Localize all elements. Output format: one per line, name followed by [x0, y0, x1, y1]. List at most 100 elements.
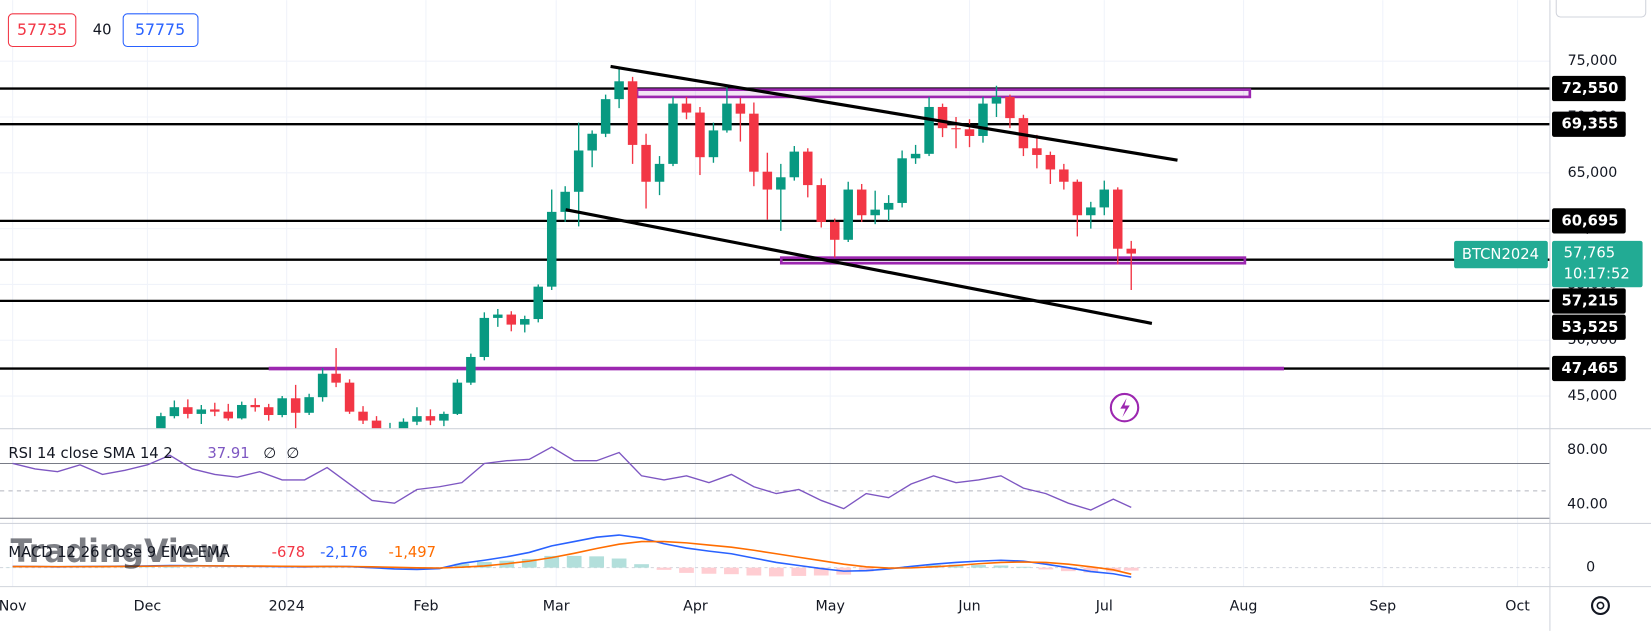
- rsi-extra: ∅: [286, 445, 299, 462]
- ask-box[interactable]: [122, 13, 199, 48]
- macd-histogram-bar: [701, 567, 717, 574]
- level-label-box: [1552, 355, 1626, 382]
- candle-body: [614, 81, 624, 100]
- macd-histogram-bar: [993, 565, 1009, 568]
- candle-body: [1099, 189, 1110, 208]
- candle-body: [506, 314, 517, 325]
- candle-body: [776, 177, 786, 190]
- trend-line: [610, 64, 1178, 162]
- rsi-tick-label: 80.00: [1567, 442, 1608, 458]
- candle-body: [708, 130, 719, 158]
- candle-body: [560, 191, 570, 212]
- macd-histogram-bar: [1060, 567, 1076, 572]
- candle-body: [964, 129, 975, 136]
- x-tick-label: Aug: [1230, 599, 1258, 615]
- zone: [779, 256, 1247, 265]
- candle-body: [304, 397, 314, 413]
- candle-body: [668, 103, 678, 164]
- candle-body: [493, 314, 503, 318]
- candle-body: [533, 286, 543, 320]
- candle-body: [1032, 148, 1042, 155]
- last-price-box: [1552, 240, 1643, 288]
- candle-body: [937, 106, 948, 129]
- macd-histogram-bar: [679, 567, 694, 573]
- macd-histogram-bar: [656, 567, 672, 570]
- x-tick-label: 2024: [269, 599, 305, 615]
- candle-body: [573, 150, 584, 192]
- candle-body: [344, 382, 355, 412]
- rsi-last: 37.91: [207, 445, 249, 462]
- trend-line: [565, 208, 1153, 325]
- price-pane: [0, 64, 1550, 429]
- bid: 57735: [17, 20, 67, 39]
- level-label: 69,355: [1561, 116, 1618, 133]
- bid-box[interactable]: [7, 13, 77, 48]
- level-label: 53,525: [1561, 319, 1618, 336]
- candle-body: [843, 189, 853, 240]
- macd-histogram-bar: [566, 555, 582, 568]
- x-tick-label: Mar: [543, 599, 570, 615]
- macd-histogram-bar: [813, 567, 829, 576]
- macd-histogram-bar: [791, 567, 807, 576]
- candle-body: [803, 151, 813, 186]
- countdown: 10:17:52: [1564, 266, 1630, 283]
- level-label-box: [1552, 208, 1626, 234]
- candle-body: [762, 171, 773, 190]
- candle-body: [1059, 169, 1069, 182]
- macd-histogram-bar: [521, 558, 537, 568]
- candle-body: [587, 133, 597, 151]
- settings-icon-center: [1596, 601, 1605, 610]
- macd-histogram-bar: [1038, 567, 1054, 570]
- rsi-pane: [0, 446, 1550, 519]
- last-price: 57,765: [1564, 245, 1616, 262]
- candle-body: [910, 153, 921, 159]
- candle-body: [331, 373, 341, 383]
- candle-body: [681, 103, 692, 113]
- y-tick-label: 65,000: [1568, 165, 1618, 181]
- candle-body: [358, 411, 368, 421]
- candle-body: [169, 407, 180, 417]
- candle-body: [722, 103, 732, 131]
- macd-histogram-bar: [611, 558, 627, 568]
- lightning: [1120, 398, 1130, 418]
- candle-body: [1126, 248, 1136, 254]
- candle-body: [520, 319, 530, 325]
- macd-histogram-bar: [971, 565, 986, 568]
- candle-body: [546, 211, 557, 287]
- candle-body: [290, 398, 301, 413]
- x-tick-label: Oct: [1505, 599, 1530, 615]
- candle-body: [223, 411, 234, 419]
- macd-histogram-bar: [1123, 567, 1139, 571]
- candle-body: [816, 185, 826, 222]
- level-label: 47,465: [1561, 360, 1618, 377]
- level-label-box: [1552, 75, 1626, 102]
- x-tick-label: Jul: [1095, 599, 1113, 615]
- icons: [1109, 392, 1610, 616]
- level-label: 60,695: [1561, 212, 1618, 229]
- level-label-box: [1552, 111, 1626, 137]
- macd-legend-value: -2,176: [320, 544, 368, 561]
- candle-body: [870, 209, 880, 216]
- x-tick-label: Nov: [0, 599, 27, 615]
- zone: [635, 88, 1252, 99]
- candle-body: [695, 112, 705, 158]
- rsi-label: RSI 14 close SMA 14 2: [8, 445, 172, 462]
- macd-histogram-bar: [589, 556, 605, 568]
- symbol-box: [1454, 240, 1548, 269]
- x-tick-label: Jun: [957, 599, 980, 615]
- macd-pane: [0, 534, 1550, 578]
- candle-body: [183, 407, 193, 414]
- candle-body: [263, 407, 274, 416]
- candle-body: [829, 221, 840, 240]
- candle-body: [1005, 96, 1015, 119]
- toolbar-box[interactable]: [1555, 0, 1647, 18]
- candle-body: [277, 398, 287, 416]
- candle-body: [237, 404, 247, 419]
- candle-body: [425, 416, 436, 421]
- level-label-box: [1552, 314, 1626, 340]
- macd-histogram-bar: [1083, 567, 1099, 573]
- x-tick-label: Dec: [134, 599, 161, 615]
- candle-body: [439, 413, 449, 421]
- settings-icon[interactable]: [1590, 596, 1610, 616]
